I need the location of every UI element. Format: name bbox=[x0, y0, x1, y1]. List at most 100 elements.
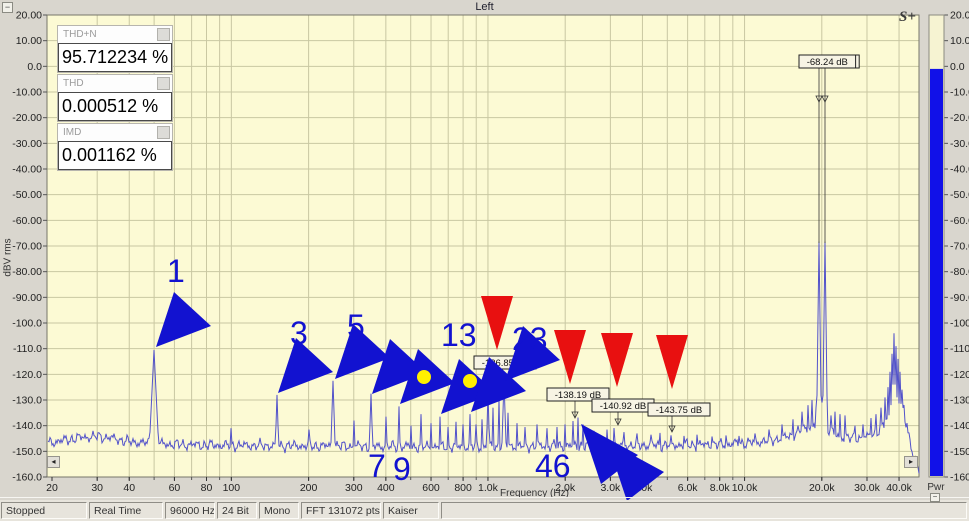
label-leader-arrowhead bbox=[815, 95, 823, 103]
panel-options-button[interactable] bbox=[157, 28, 170, 41]
measurement-panel-thd: THD 0.000512 % bbox=[57, 74, 173, 122]
measurement-panel-imd: IMD 0.001162 % bbox=[57, 123, 173, 171]
harmonic-number-label: 5 bbox=[347, 308, 365, 344]
y-tick-label: -30.00 bbox=[12, 138, 42, 150]
harmonic-number-label: 7 bbox=[368, 448, 386, 484]
harmonic-marker-arrow bbox=[278, 338, 333, 393]
x-tick-label: 40.0k bbox=[886, 482, 912, 494]
status-bar: Stopped Real Time 96000 Hz 24 Bit Mono F… bbox=[0, 500, 969, 521]
label-leader-arrowhead bbox=[614, 418, 622, 426]
x-tick-label: 20 bbox=[46, 482, 58, 494]
y-tick-label: 10.00 bbox=[16, 35, 42, 47]
plot-title: Left bbox=[475, 1, 494, 13]
measurement-value: 0.000512 % bbox=[58, 92, 172, 121]
peak-value-label: -138.19 dB bbox=[555, 390, 601, 401]
panel-options-button[interactable] bbox=[157, 77, 170, 90]
y-tick-label: 20.00 bbox=[16, 10, 42, 22]
x-tick-label: 30.0k bbox=[854, 482, 880, 494]
y-tick-label: -160.0 bbox=[12, 472, 42, 484]
peak-value-label-box bbox=[647, 402, 711, 417]
x-tick-label: 30 bbox=[91, 482, 103, 494]
collapse-plot-button[interactable]: − bbox=[2, 2, 13, 13]
app-logo: S+ bbox=[899, 9, 916, 25]
pwr-bar-fill bbox=[930, 68, 943, 477]
y-tick-label: -70.00 bbox=[12, 241, 42, 253]
y-tick-label: -130.0 bbox=[12, 395, 42, 407]
status-sample-rate: 96000 Hz bbox=[165, 502, 215, 519]
spur-marker-arrow bbox=[481, 296, 513, 350]
y-tick-label-right: -120.0 bbox=[950, 369, 969, 381]
x-tick-label: 80 bbox=[201, 482, 213, 494]
y-tick-label-right: -90.00 bbox=[950, 292, 969, 304]
y-tick-label: -40.00 bbox=[12, 164, 42, 176]
x-tick-label: 200 bbox=[300, 482, 318, 494]
status-window-func: Kaiser bbox=[383, 502, 439, 519]
y-tick-label: -10.00 bbox=[12, 87, 42, 99]
peak-value-label: -68.24 dB bbox=[807, 57, 848, 68]
panel-options-button[interactable] bbox=[157, 126, 170, 139]
status-fft-size: FFT 131072 pts bbox=[301, 502, 381, 519]
measurement-panel-thdn: THD+N 95.712234 % bbox=[57, 25, 173, 73]
x-tick-label: 100 bbox=[223, 482, 241, 494]
x-axis-label: Frequency (Hz) bbox=[500, 488, 569, 499]
measurement-label: THD bbox=[63, 78, 84, 89]
y-tick-label-right: 0.0 bbox=[950, 61, 965, 73]
peak-value-label-box bbox=[546, 387, 610, 402]
x-tick-label: 8.0k bbox=[710, 482, 731, 494]
peak-value-label: -143.75 dB bbox=[656, 405, 702, 416]
pwr-bar-label: Pwr bbox=[927, 482, 945, 493]
panel-header: THD+N bbox=[58, 26, 172, 43]
spur-marker-arrow bbox=[601, 333, 633, 387]
x-tick-label: 400 bbox=[377, 482, 395, 494]
label-leader-arrowhead bbox=[668, 425, 676, 433]
x-tick-label: 40 bbox=[123, 482, 135, 494]
status-extra bbox=[441, 502, 967, 519]
y-tick-label: -100.0 bbox=[12, 318, 42, 330]
y-tick-label: -80.00 bbox=[12, 266, 42, 278]
peak-value-label: -140.92 dB bbox=[600, 401, 646, 412]
harmonic-marker-arrow bbox=[607, 441, 664, 501]
measurement-label: IMD bbox=[63, 127, 82, 138]
status-mode: Real Time bbox=[89, 502, 163, 519]
y-tick-label-right: -70.00 bbox=[950, 241, 969, 253]
x-tick-label: 20.0k bbox=[809, 482, 835, 494]
y-tick-label: -50.00 bbox=[12, 189, 42, 201]
harmonic-number-label: 1 bbox=[167, 253, 185, 289]
measurement-label: THD+N bbox=[63, 29, 97, 40]
panel-header: THD bbox=[58, 75, 172, 92]
spur-marker-arrow bbox=[554, 330, 586, 384]
y-tick-label: -150.0 bbox=[12, 446, 42, 458]
y-tick-label-right: -100.0 bbox=[950, 318, 969, 330]
scrollbar-left-stub[interactable]: ◂ bbox=[47, 456, 60, 468]
scrollbar-right-stub[interactable]: ▸ bbox=[904, 456, 918, 468]
y-tick-label-right: -10.00 bbox=[950, 87, 969, 99]
y-tick-label: 0.0 bbox=[27, 61, 42, 73]
harmonic-number-label: 13 bbox=[441, 317, 477, 353]
x-tick-label: 6.0k bbox=[678, 482, 699, 494]
collapse-pwr-button[interactable]: − bbox=[930, 493, 940, 502]
y-tick-label-right: -130.0 bbox=[950, 395, 969, 407]
x-tick-label: 800 bbox=[454, 482, 472, 494]
status-bit-depth: 24 Bit bbox=[217, 502, 257, 519]
peak-value-label: -126.85 dB bbox=[482, 358, 528, 369]
harmonic-marker-arrow bbox=[505, 326, 560, 381]
harmonic-number-label: 3 bbox=[290, 315, 308, 351]
y-tick-label-right: 10.00 bbox=[950, 35, 969, 47]
y-tick-label-right: -160.0 bbox=[950, 472, 969, 484]
x-tick-label: 1.0k bbox=[478, 482, 499, 494]
harmonic-marker-arrow bbox=[156, 292, 211, 347]
y-tick-label-right: -150.0 bbox=[950, 446, 969, 458]
x-tick-label: 2.0k bbox=[555, 482, 576, 494]
spur-marker-arrow bbox=[656, 335, 688, 389]
y-tick-label: -20.00 bbox=[12, 112, 42, 124]
y-tick-label: -60.00 bbox=[12, 215, 42, 227]
harmonic-marker-arrow bbox=[372, 339, 427, 394]
yellow-dot-marker bbox=[417, 370, 431, 384]
harmonic-marker-arrow bbox=[471, 357, 526, 412]
y-tick-label-right: -20.00 bbox=[950, 112, 969, 124]
y-tick-label-right: -60.00 bbox=[950, 215, 969, 227]
status-run-state: Stopped bbox=[1, 502, 87, 519]
y-tick-label-right: 20.00 bbox=[950, 10, 969, 22]
